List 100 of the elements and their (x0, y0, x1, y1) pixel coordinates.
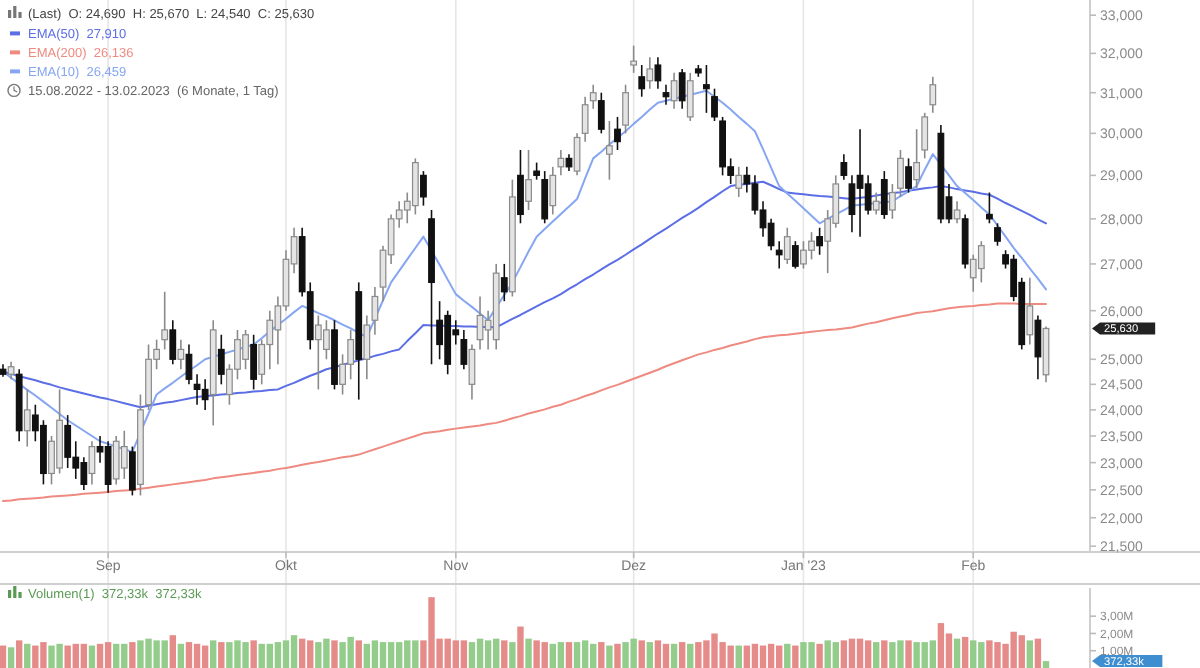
bar (387, 642, 395, 668)
candlestick (929, 76, 937, 114)
bar (484, 640, 492, 668)
candlestick (897, 149, 904, 198)
bar (897, 640, 904, 668)
bar (687, 643, 694, 668)
bar (32, 645, 39, 668)
bar (339, 642, 346, 668)
bar (371, 640, 379, 668)
candlestick (436, 300, 443, 361)
bar (493, 638, 500, 668)
bar (695, 642, 702, 668)
candlestick (549, 166, 557, 216)
bar (614, 643, 621, 668)
candlestick (161, 290, 169, 351)
bar (137, 640, 144, 668)
candlestick (961, 213, 969, 270)
candlestick (541, 170, 549, 225)
bar (56, 643, 63, 668)
candlestick (500, 263, 508, 302)
bar (88, 645, 96, 668)
bar (808, 642, 815, 668)
bar (832, 642, 839, 668)
bar (565, 642, 573, 668)
bar (816, 643, 823, 668)
bar (460, 640, 468, 668)
candlestick (703, 64, 710, 114)
bar (80, 643, 88, 668)
bar (218, 642, 225, 668)
bar (937, 623, 945, 668)
bar (444, 638, 451, 668)
bar (104, 642, 112, 668)
candlestick (711, 87, 718, 122)
bar (7, 647, 15, 668)
line-series (2, 302, 1047, 502)
bar (0, 645, 7, 668)
bar (1042, 661, 1050, 668)
bar (929, 640, 937, 668)
candlestick (177, 338, 185, 371)
bar (767, 643, 775, 668)
bar (573, 642, 581, 668)
candlestick (23, 388, 31, 448)
bar (711, 633, 718, 668)
bar (112, 643, 120, 668)
bar (541, 642, 548, 668)
bar (347, 636, 354, 668)
bar (557, 642, 565, 668)
candlestick (791, 240, 799, 270)
bar (153, 640, 160, 668)
bar (800, 642, 807, 668)
candlestick (347, 329, 355, 381)
bar (606, 645, 613, 668)
candlestick (525, 149, 532, 211)
bar (395, 642, 403, 668)
bar (856, 638, 864, 668)
candlestick (517, 149, 524, 225)
candlestick (840, 153, 848, 181)
candlestick (1034, 314, 1042, 381)
candlestick (953, 200, 961, 225)
candlestick (872, 191, 880, 216)
candlestick (638, 64, 646, 98)
bar (727, 645, 734, 668)
bar (210, 640, 217, 668)
candlestick (56, 388, 63, 475)
candlestick (1026, 276, 1034, 346)
bar (24, 643, 31, 668)
bar (1034, 638, 1042, 668)
candlestick (654, 56, 662, 90)
candlestick (783, 226, 791, 265)
bar (15, 640, 23, 668)
candlestick (864, 174, 872, 216)
bar (759, 645, 767, 668)
bar (889, 642, 896, 668)
bar (638, 640, 645, 668)
bar (525, 638, 532, 668)
candlestick (994, 222, 1001, 247)
bar (961, 636, 969, 668)
bar (824, 640, 831, 668)
candlestick (816, 226, 824, 256)
bar (509, 642, 516, 668)
candlestick (848, 174, 856, 233)
bar (72, 643, 79, 668)
bar (129, 642, 136, 668)
bar (250, 640, 257, 668)
candlestick (88, 440, 96, 486)
bar (145, 638, 152, 668)
bar (873, 642, 880, 668)
candlestick (686, 72, 694, 122)
bar (978, 642, 985, 668)
bar (678, 642, 686, 668)
bar (323, 638, 330, 668)
bar (468, 642, 476, 668)
bar (404, 640, 411, 668)
candlestick (880, 170, 888, 220)
bar (533, 640, 540, 668)
bar (1010, 631, 1017, 668)
candlestick (120, 429, 128, 480)
bar (169, 635, 176, 668)
bar (864, 640, 872, 668)
candlestick (719, 116, 726, 177)
